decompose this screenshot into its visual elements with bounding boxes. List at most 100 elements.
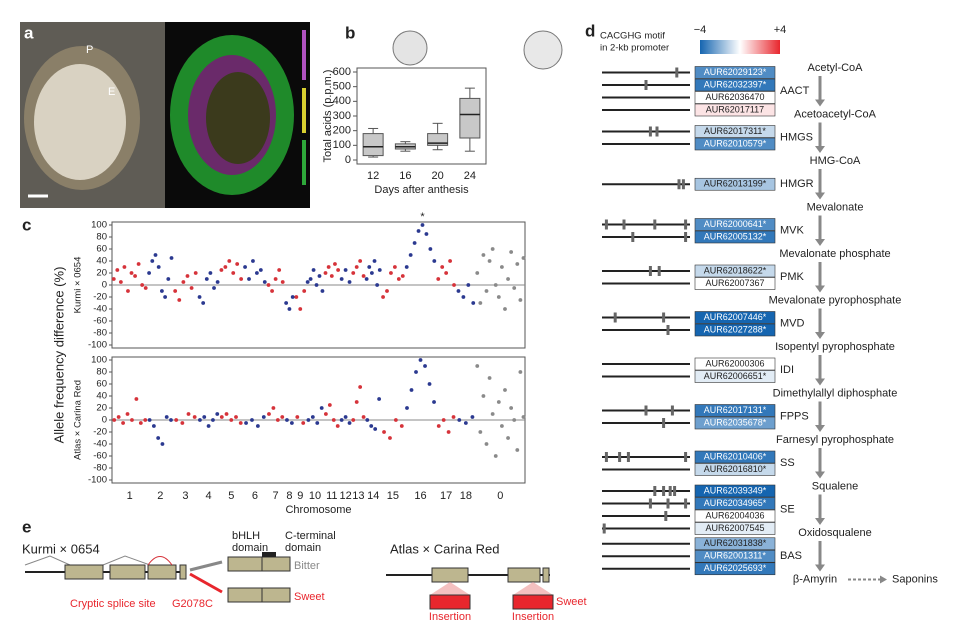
point bbox=[512, 418, 517, 422]
point bbox=[343, 268, 348, 272]
point bbox=[412, 241, 417, 245]
point bbox=[201, 301, 206, 305]
point bbox=[166, 277, 171, 281]
point bbox=[271, 406, 276, 410]
motif bbox=[675, 67, 679, 78]
point bbox=[478, 430, 483, 434]
y-axis-label: Total acids (p.p.m.) bbox=[322, 70, 334, 163]
point bbox=[499, 265, 504, 269]
point bbox=[481, 253, 486, 257]
point bbox=[244, 421, 248, 425]
panel-label: d bbox=[585, 21, 595, 40]
motif bbox=[664, 511, 668, 521]
y-tick-label: -80 bbox=[93, 328, 107, 339]
point bbox=[192, 415, 197, 419]
point bbox=[509, 250, 514, 254]
gene-box bbox=[694, 484, 776, 498]
point bbox=[329, 274, 334, 278]
point bbox=[147, 271, 151, 275]
point bbox=[130, 418, 134, 422]
motif bbox=[644, 405, 648, 416]
motif bbox=[666, 325, 670, 335]
point bbox=[414, 370, 418, 374]
gene-box bbox=[694, 137, 776, 151]
motif bbox=[648, 498, 652, 509]
domain-label: domain bbox=[285, 542, 321, 554]
panel-label: c bbox=[22, 215, 31, 234]
point bbox=[416, 229, 421, 233]
point bbox=[481, 394, 486, 398]
gene-box bbox=[694, 230, 776, 244]
x-tick-label: 4 bbox=[206, 490, 212, 502]
point bbox=[496, 400, 501, 404]
point bbox=[515, 448, 520, 452]
motif bbox=[604, 452, 608, 462]
gene-box bbox=[694, 522, 776, 535]
point bbox=[427, 382, 432, 386]
point bbox=[112, 418, 117, 422]
motif bbox=[668, 486, 672, 496]
point bbox=[174, 418, 179, 422]
protein-bitter bbox=[227, 556, 291, 572]
point bbox=[375, 283, 380, 287]
point bbox=[396, 277, 401, 281]
motif bbox=[681, 179, 685, 190]
motif bbox=[670, 405, 674, 416]
point bbox=[211, 418, 215, 422]
y-tick-label: 500 bbox=[333, 81, 351, 93]
point bbox=[311, 268, 316, 272]
point bbox=[121, 421, 125, 425]
arrow-head bbox=[815, 146, 825, 153]
domain-label: C-terminal bbox=[285, 530, 336, 542]
arrow-head bbox=[815, 99, 825, 107]
legend-title: CACGHG motif bbox=[600, 31, 665, 42]
gene-box bbox=[694, 78, 776, 92]
point bbox=[143, 286, 148, 290]
point bbox=[475, 364, 480, 368]
gene-id: AUR62006651* bbox=[704, 371, 767, 381]
legend-max: +4 bbox=[774, 24, 787, 36]
point bbox=[484, 442, 489, 446]
point bbox=[418, 358, 423, 362]
point bbox=[138, 421, 143, 425]
point bbox=[399, 424, 404, 428]
legend-min: −4 bbox=[694, 24, 707, 36]
point bbox=[367, 265, 372, 269]
point bbox=[441, 418, 446, 422]
metabolite: Saponins bbox=[892, 573, 938, 585]
point bbox=[475, 271, 480, 275]
point bbox=[122, 265, 127, 269]
point bbox=[382, 430, 386, 434]
x-tick-label: 14 bbox=[367, 490, 379, 502]
motif bbox=[684, 219, 688, 230]
enzyme: MVD bbox=[780, 318, 805, 330]
arrow-head bbox=[815, 425, 825, 432]
metabolite: HMG-CoA bbox=[810, 155, 861, 167]
motif bbox=[657, 266, 661, 276]
y-tick-label: -100 bbox=[88, 475, 107, 486]
y-tick-label: -20 bbox=[93, 292, 107, 303]
point bbox=[493, 283, 498, 287]
point bbox=[333, 262, 337, 266]
point bbox=[251, 259, 255, 263]
colorbar bbox=[302, 140, 306, 185]
gene-id: AUR62039349* bbox=[704, 485, 767, 495]
x-tick-label: 24 bbox=[464, 170, 476, 182]
gene-box bbox=[694, 370, 776, 383]
fruit-seed bbox=[34, 64, 126, 180]
gene-id: AUR62016810* bbox=[704, 464, 767, 474]
point bbox=[156, 436, 161, 440]
gene-box bbox=[694, 218, 776, 231]
point bbox=[436, 424, 441, 428]
fruit-icon bbox=[523, 30, 563, 70]
gene-box bbox=[694, 103, 776, 117]
metabolite: Isopentyl pyrophosphate bbox=[775, 341, 895, 353]
point bbox=[219, 268, 224, 272]
gene-id: AUR62000306 bbox=[705, 358, 764, 368]
metabolite: Dimethylallyl diphosphate bbox=[773, 387, 898, 399]
y-tick-label: -20 bbox=[93, 427, 107, 438]
x-tick-label: 16 bbox=[414, 490, 426, 502]
point bbox=[405, 406, 409, 410]
metabolite: Mevalonate bbox=[807, 201, 864, 213]
